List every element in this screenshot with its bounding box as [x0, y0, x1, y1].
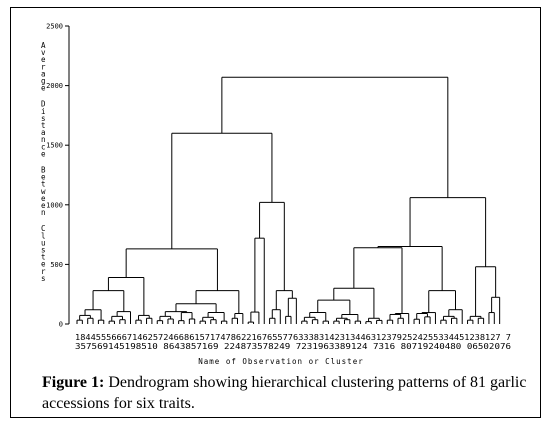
y-tick-label-5: 2500: [46, 23, 63, 31]
y-axis: 0 500 1000 1500 2000 2500: [46, 23, 70, 329]
caption-text: Dendrogram showing hierarchical clusteri…: [42, 374, 527, 412]
figure-frame: 0 500 1000 1500 2000 2500 1844555666714625724…: [10, 7, 541, 418]
dendrogram-links: [76, 76, 501, 324]
y-tick-label-2: 1000: [46, 201, 63, 209]
y-tick-label-0: 0: [59, 321, 63, 329]
y-tick-label-3: 1500: [46, 142, 63, 150]
figure-caption: Figure 1: Dendrogram showing hierarchica…: [42, 372, 532, 414]
dendrogram-plot: 0 500 1000 1500 2000 2500 1844555666714625724…: [41, 23, 512, 367]
y-tick-label-1: 500: [50, 261, 63, 269]
y-tick-label-4: 2000: [46, 82, 63, 90]
caption-label: Figure 1:: [42, 374, 105, 391]
x-axis-label: Name of Observation or Cluster: [198, 357, 363, 366]
leaf-labels-row-1: 1844555666714625724668615717478622167655…: [75, 333, 511, 342]
leaf-labels-row-2: 357569145198510 8643857169 224873578249 …: [75, 342, 512, 351]
